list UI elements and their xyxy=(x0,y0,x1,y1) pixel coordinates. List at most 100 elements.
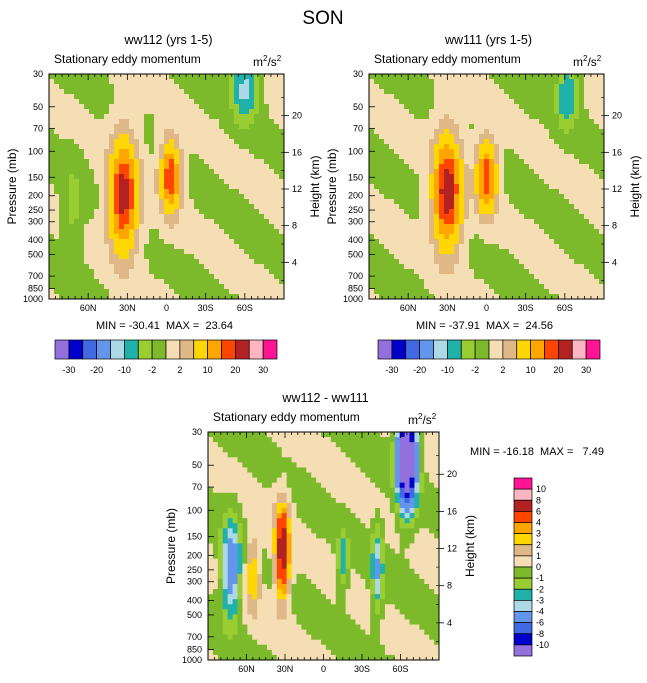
colorbar-swatch xyxy=(502,339,518,360)
y-axis-label: Pressure (mb) xyxy=(5,148,19,224)
y-tick-label: 200 xyxy=(28,191,43,201)
field-shading xyxy=(208,432,440,661)
colorbar-label: -30 xyxy=(385,365,398,375)
colorbar-swatch xyxy=(68,339,84,360)
colorbar-label: -20 xyxy=(413,365,426,375)
colorbar-label: -10 xyxy=(441,365,454,375)
colorbar-label: -10 xyxy=(536,640,549,650)
x-tick-label: 30N xyxy=(119,303,136,313)
colorbar-swatch xyxy=(513,488,533,501)
colorbar-swatch xyxy=(530,339,545,360)
colorbar-swatch xyxy=(137,339,153,360)
y-tick-label: 100 xyxy=(348,146,363,156)
colorbar-label: -4 xyxy=(536,607,544,617)
y2-tick-label: 12 xyxy=(292,184,302,194)
x-tick-label: 60S xyxy=(557,303,573,313)
colorbar-swatch xyxy=(513,522,533,534)
y-tick-label: 150 xyxy=(187,532,202,542)
colorbar-swatch xyxy=(488,339,504,360)
colorbar-label: -8 xyxy=(536,629,544,639)
y2-tick-label: 16 xyxy=(612,147,622,157)
colorbar-swatch xyxy=(419,339,434,360)
y-tick-label: 300 xyxy=(348,217,363,227)
colorbar-label: 2 xyxy=(177,365,182,375)
y2-tick-label: 8 xyxy=(447,581,452,591)
y-tick-label: 30 xyxy=(33,69,43,79)
colorbar-label: -2 xyxy=(471,365,479,375)
colorbar-swatch xyxy=(447,339,462,360)
colorbar-swatch xyxy=(460,339,476,360)
x-axis: 60N 30N 0 30S 60S xyxy=(368,74,605,313)
units-label: m2/s2 xyxy=(253,54,282,69)
y-tick-label: 850 xyxy=(187,644,202,654)
panel-difference: ww112 - ww111 Stationary eddy momentum m2/… xyxy=(164,391,604,674)
colorbar-swatch xyxy=(571,339,587,360)
y-tick-label: 1000 xyxy=(182,655,202,665)
panel-subtitle: Stationary eddy momentum xyxy=(54,52,201,66)
field-shading xyxy=(369,74,605,300)
colorbar-swatch xyxy=(558,339,573,360)
units-label: m2/s2 xyxy=(573,54,602,69)
colorbar-label: 4 xyxy=(536,518,541,528)
y-tick-label: 300 xyxy=(28,217,43,227)
colorbar-label: 2 xyxy=(536,540,541,550)
min-max-stats: MIN = -30.41 MAX = 23.64 xyxy=(96,320,233,332)
colorbar-swatch xyxy=(474,339,490,360)
colorbar-swatch xyxy=(193,339,208,360)
colorbar-label: -6 xyxy=(536,618,544,628)
colorbar-swatch xyxy=(179,339,195,360)
y-tick-label: 200 xyxy=(348,191,363,201)
colorbar-label: -2 xyxy=(536,584,544,594)
colorbar-swatch xyxy=(513,577,533,590)
y-tick-label: 200 xyxy=(187,550,202,560)
colorbar-swatch xyxy=(513,533,533,546)
y-axis-label: Pressure (mb) xyxy=(164,508,178,584)
min-max-stats: MIN = -37.91 MAX = 24.56 xyxy=(416,320,553,332)
y2-tick-label: 8 xyxy=(292,221,297,231)
colorbar-label: 20 xyxy=(230,365,240,375)
y-tick-label: 700 xyxy=(28,271,43,281)
colorbar-swatch xyxy=(110,339,125,360)
y-tick-label: 100 xyxy=(187,505,202,515)
colorbar-swatch xyxy=(235,339,250,360)
panel-subtitle: Stationary eddy momentum xyxy=(213,410,360,424)
colorbar-swatch xyxy=(207,339,222,360)
x-tick-label: 0 xyxy=(321,664,326,674)
y-tick-label: 400 xyxy=(348,235,363,245)
y-tick-label: 250 xyxy=(348,205,363,215)
colorbar-swatch xyxy=(221,339,236,360)
y2-tick-label: 4 xyxy=(447,618,452,628)
y-tick-label: 70 xyxy=(353,123,363,133)
y-tick-label: 700 xyxy=(187,632,202,642)
colorbar-swatch xyxy=(513,555,533,568)
colorbar-label: 3 xyxy=(536,529,541,539)
colorbar-swatch xyxy=(377,339,393,360)
colorbar-label: -30 xyxy=(62,365,75,375)
panel-subtitle: Stationary eddy momentum xyxy=(374,52,521,66)
x-tick-label: 60N xyxy=(80,303,97,313)
colorbar-swatch xyxy=(165,339,181,360)
colorbar-label: 0 xyxy=(536,562,541,572)
colorbar-label: 2 xyxy=(500,365,505,375)
y2-axis: 4 8 12 16 20 Height (km) xyxy=(601,97,642,281)
colorbar-label: -3 xyxy=(536,595,544,605)
colorbar-swatch xyxy=(248,339,264,360)
y2-axis-label: Height (km) xyxy=(308,155,322,217)
y-tick-label: 850 xyxy=(348,284,363,294)
y-tick-label: 30 xyxy=(192,427,202,437)
field-shading xyxy=(49,74,285,300)
y2-axis: 4 8 12 16 20 Height (km) xyxy=(281,97,322,281)
colorbar-label: 10 xyxy=(526,365,536,375)
colorbar-swatch xyxy=(405,339,420,360)
colorbar-swatch xyxy=(513,477,533,490)
y2-tick-label: 12 xyxy=(447,544,457,554)
colorbar-swatch xyxy=(513,611,533,623)
min-max-stats: MIN = -16.18 MAX = 7.49 xyxy=(470,446,604,458)
y-tick-label: 70 xyxy=(33,123,43,133)
units-label: m2/s2 xyxy=(408,412,437,427)
y2-tick-label: 20 xyxy=(292,111,302,121)
y-tick-label: 400 xyxy=(28,235,43,245)
colorbar-swatch xyxy=(513,644,533,657)
